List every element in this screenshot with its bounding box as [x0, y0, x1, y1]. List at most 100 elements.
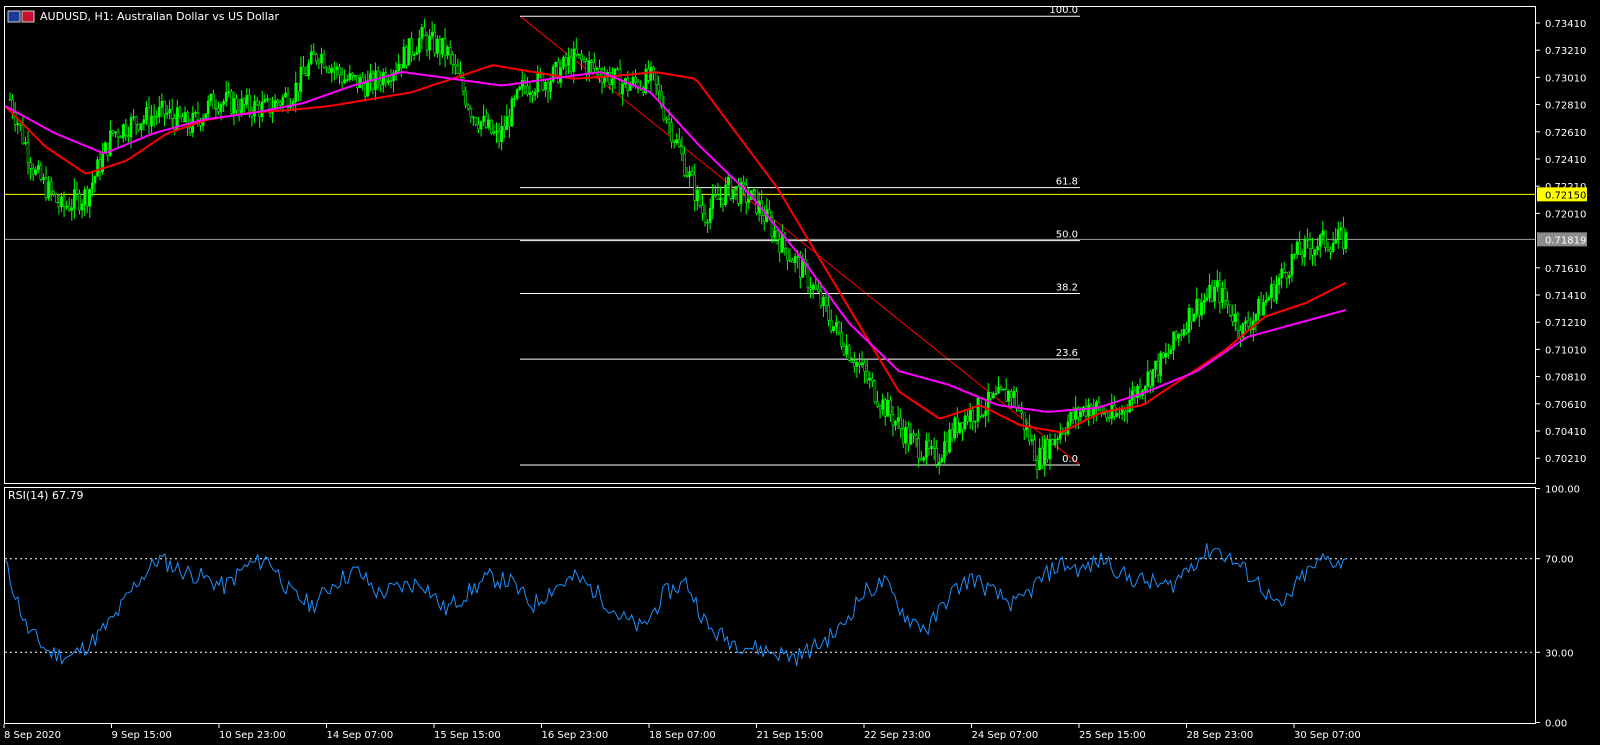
- candle-body: [1226, 300, 1229, 306]
- candle-body: [515, 89, 519, 99]
- candle-body: [1244, 320, 1247, 324]
- candle-body: [1133, 390, 1137, 398]
- candle-body: [976, 397, 980, 422]
- candle-body: [582, 59, 586, 62]
- candle-body: [549, 81, 552, 92]
- candle-body: [891, 414, 895, 426]
- candle-body: [737, 185, 740, 204]
- candle-body: [981, 415, 985, 417]
- candle-body: [510, 98, 514, 127]
- candle-body: [683, 153, 686, 176]
- candle-body: [351, 73, 354, 76]
- candle-body: [217, 108, 220, 112]
- candle-body: [410, 38, 413, 56]
- candle-body: [618, 68, 622, 95]
- candle-body: [477, 124, 480, 130]
- candle-body: [508, 116, 511, 127]
- candle-body: [636, 81, 640, 90]
- candle-body: [1022, 412, 1026, 431]
- fib-level-label: 38.2: [1056, 283, 1078, 294]
- candle-body: [67, 206, 71, 211]
- candle-body: [912, 433, 915, 436]
- candle-body: [716, 194, 720, 200]
- candle-body: [65, 206, 68, 208]
- candle-body: [425, 35, 429, 51]
- candle-body: [70, 207, 74, 211]
- candle-body: [278, 102, 282, 106]
- candle-body: [299, 66, 303, 92]
- candle-body: [1334, 239, 1338, 244]
- candle-body: [106, 142, 110, 156]
- candle-body: [402, 46, 406, 69]
- candle-body: [433, 32, 437, 54]
- candle-body: [219, 104, 223, 112]
- candle-body: [24, 142, 27, 144]
- rsi-tick-label: 70.00: [1545, 555, 1574, 566]
- candle-body: [1151, 369, 1155, 387]
- candle-body: [1028, 425, 1031, 442]
- candle-body: [1043, 439, 1047, 466]
- candle-body: [634, 77, 637, 83]
- candle-body: [1298, 241, 1301, 255]
- rsi-label: RSI(14) 67.79: [8, 489, 83, 502]
- candle-body: [855, 362, 859, 367]
- candle-body: [302, 66, 305, 74]
- candle-body: [868, 378, 872, 381]
- candle-body: [443, 37, 447, 56]
- candle-body: [307, 63, 310, 77]
- price-tick-label: 0.71210: [1545, 318, 1586, 329]
- candle-body: [675, 139, 679, 143]
- candle-body: [739, 181, 743, 204]
- candle-body: [770, 217, 774, 237]
- candle-body: [919, 458, 923, 461]
- candle-body: [1048, 439, 1052, 460]
- rsi-tick-label: 0.00: [1545, 719, 1567, 730]
- candle-body: [544, 82, 547, 91]
- candle-body: [1303, 238, 1307, 258]
- candle-body: [837, 321, 841, 333]
- candle-body: [845, 345, 848, 355]
- rsi-axis: 100.00 70.00 30.00 0.00: [1535, 485, 1580, 730]
- candle-body: [1223, 287, 1227, 301]
- candle-body: [518, 86, 521, 90]
- candle-body: [873, 380, 877, 403]
- candle-body: [47, 181, 50, 199]
- price-tick-label: 0.71010: [1545, 345, 1586, 356]
- candle-body: [224, 92, 228, 102]
- candle-body: [98, 159, 102, 173]
- candle-body: [816, 288, 820, 292]
- candle-body: [232, 98, 236, 114]
- candle-body: [284, 92, 287, 98]
- candle-body: [1311, 248, 1314, 256]
- candle-body: [863, 362, 866, 372]
- candle-body: [989, 391, 993, 399]
- candle-body: [513, 97, 516, 100]
- candle-body: [860, 362, 864, 366]
- candle-body: [896, 417, 900, 422]
- candle-body: [1004, 388, 1008, 402]
- candle-body: [52, 191, 56, 195]
- fibonacci-retracement[interactable]: 100.0 61.8 50.0 38.2 23.6 0.0: [519, 5, 1081, 466]
- candle-body: [659, 90, 663, 107]
- candle-body: [932, 446, 936, 449]
- candle-body: [1177, 334, 1180, 339]
- candle-body: [55, 193, 58, 203]
- candle-body: [1089, 404, 1093, 416]
- price-tick-label: 0.72010: [1545, 209, 1586, 220]
- candle-body: [392, 72, 395, 82]
- candle-body: [1084, 406, 1088, 417]
- candle-body: [242, 98, 246, 105]
- candle-body: [1339, 227, 1343, 230]
- candle-body: [83, 189, 86, 205]
- candle-body: [1105, 412, 1108, 418]
- candle-body: [791, 260, 794, 263]
- candle-body: [448, 46, 452, 56]
- candle-body: [330, 67, 334, 73]
- candle-body: [1169, 349, 1173, 354]
- candle-body: [474, 117, 478, 125]
- candle-body: [1154, 360, 1157, 370]
- candle-body: [811, 284, 815, 290]
- candle-body: [1095, 401, 1098, 410]
